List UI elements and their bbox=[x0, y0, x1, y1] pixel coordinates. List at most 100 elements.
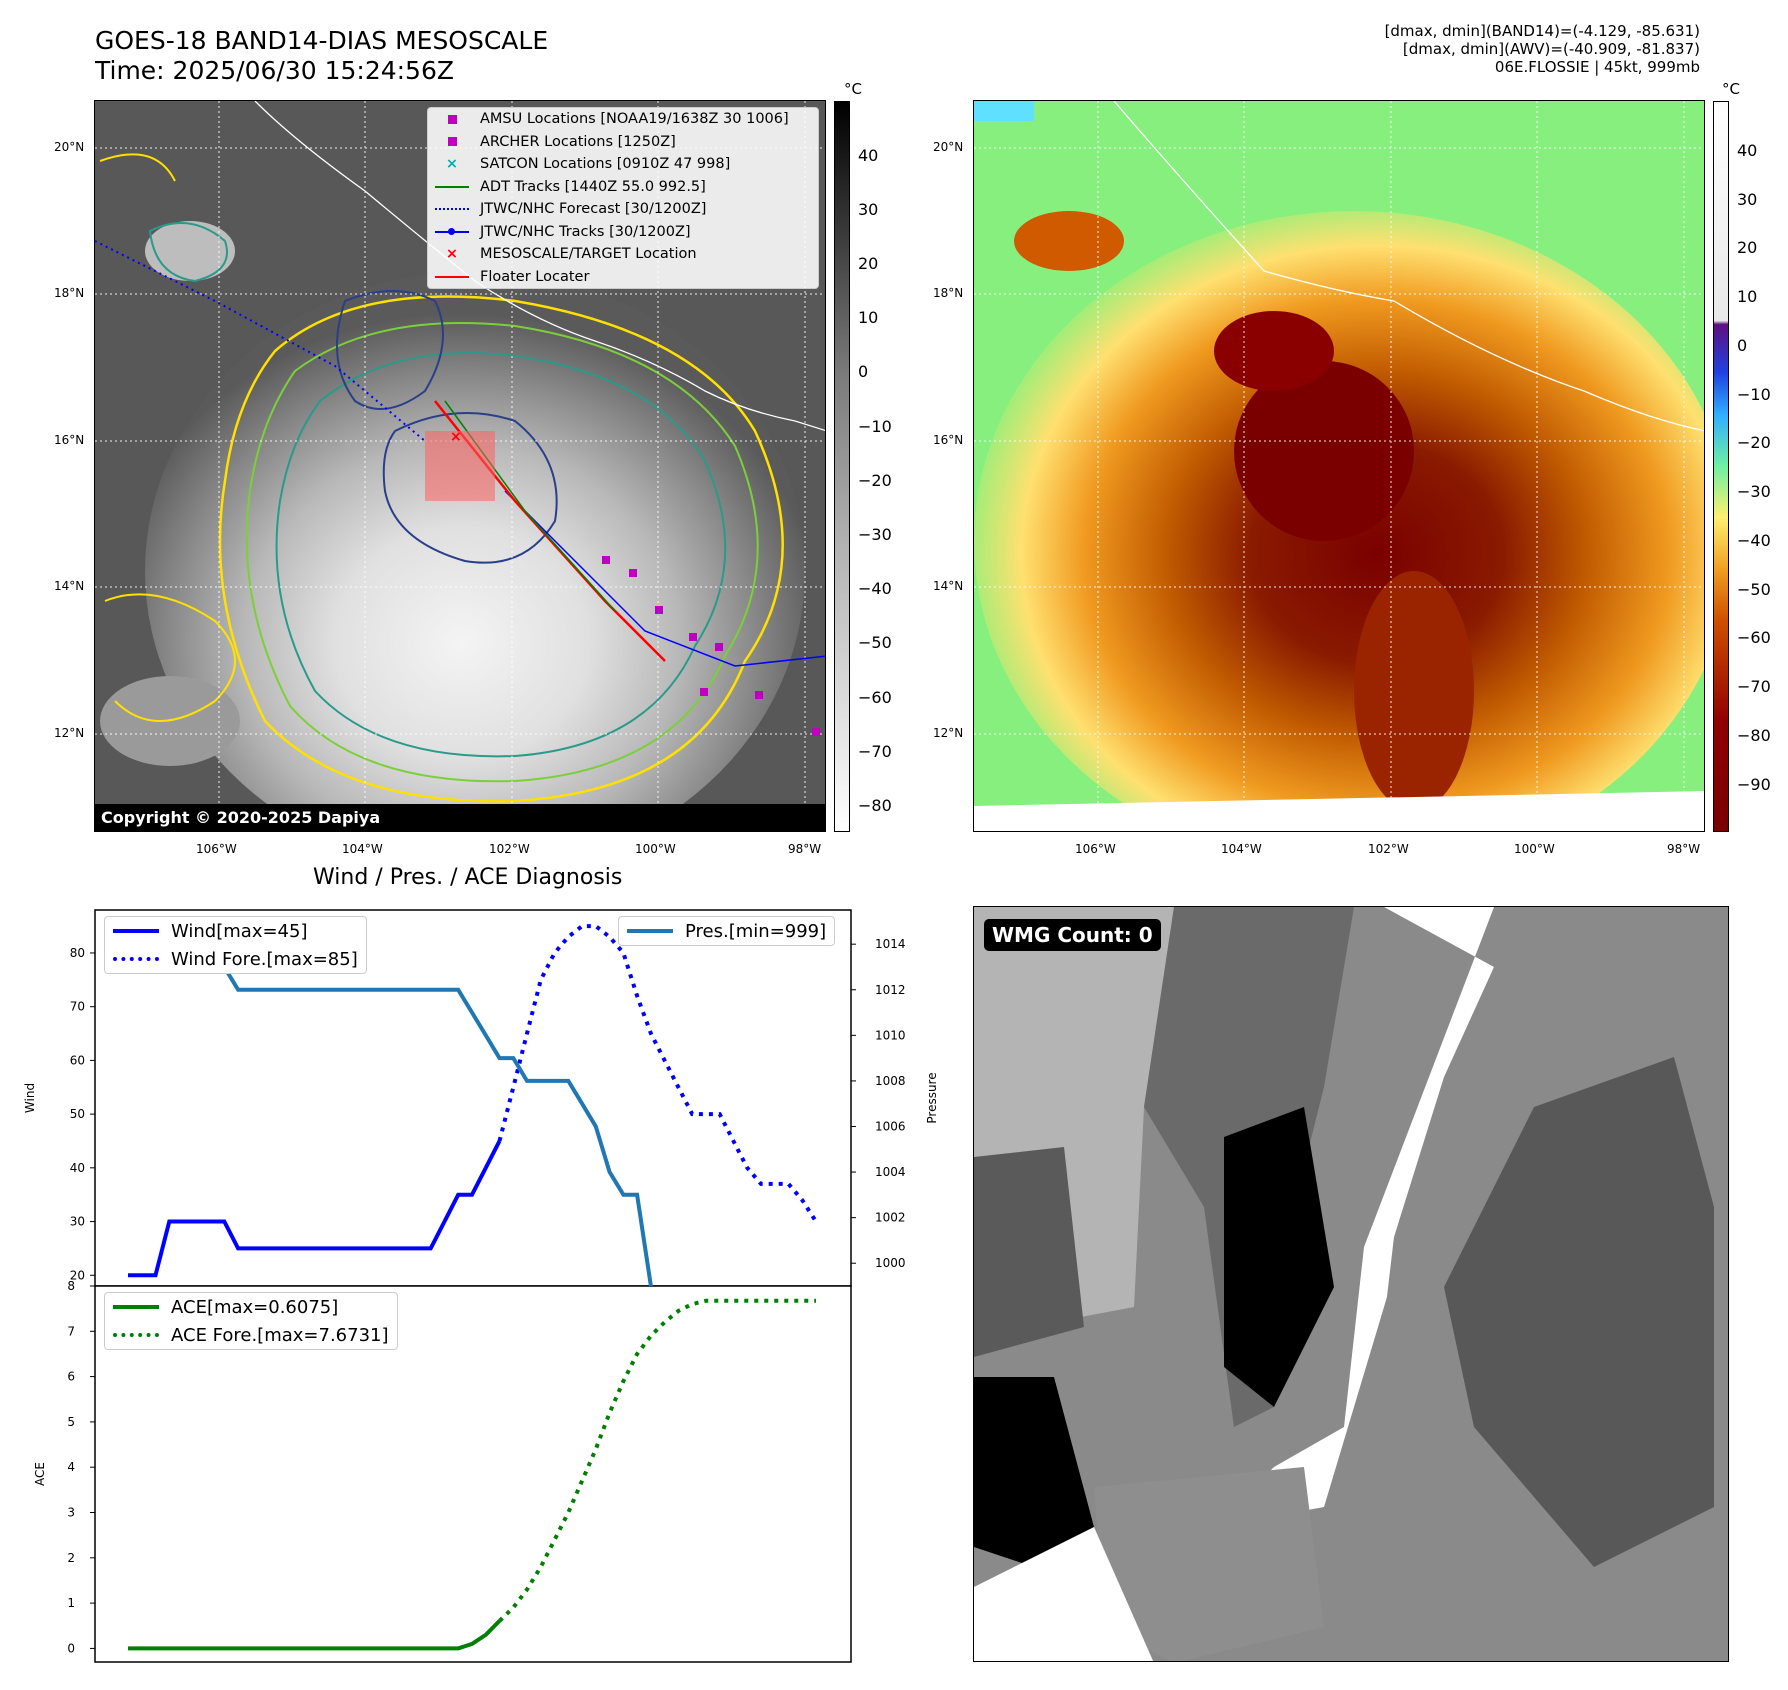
lat-label: 14°N bbox=[933, 579, 964, 593]
colorbar-tick: 40 bbox=[1737, 141, 1758, 160]
solid-line-icon bbox=[113, 1305, 159, 1309]
ace-tick-label: 5 bbox=[67, 1415, 75, 1429]
wind-y-axis: 20 30 40 50 60 70 80 bbox=[70, 946, 95, 1282]
legend-item-amsu: AMSU Locations [NOAA19/1638Z 30 1006] bbox=[428, 108, 818, 131]
pressure-legend: Pres.[min=999] bbox=[618, 916, 836, 946]
ace-tick-label: 3 bbox=[67, 1506, 75, 1520]
band14-map: × AMSU Locations [NOAA19/1638Z 30 1006] … bbox=[94, 100, 826, 832]
legend-item-tracks: JTWC/NHC Tracks [30/1200Z] bbox=[428, 221, 818, 244]
legend-item-ace: ACE[max=0.6075] bbox=[105, 1293, 397, 1321]
legend-item-ace-forecast: ACE Fore.[max=7.6731] bbox=[105, 1321, 397, 1349]
wind-tick-label: 70 bbox=[70, 1000, 85, 1014]
lat-label: 20°N bbox=[54, 140, 85, 154]
colorbar-unit: °C bbox=[1722, 80, 1740, 98]
wind-tick-label: 50 bbox=[70, 1107, 85, 1121]
stats-awv: [dmax, dmin](AWV)=(-40.909, -81.837) bbox=[1402, 40, 1700, 58]
wmg-panel: WMG Count: 0 bbox=[973, 906, 1729, 1662]
legend-item-wind-forecast: Wind Fore.[max=85] bbox=[105, 945, 366, 973]
dotted-line-icon bbox=[113, 957, 159, 961]
colorbar-tick: −40 bbox=[1737, 531, 1771, 550]
lat-label: 18°N bbox=[933, 286, 964, 300]
legend-item-wind: Wind[max=45] bbox=[105, 917, 366, 945]
solid-line-icon bbox=[627, 929, 673, 933]
square-marker-icon bbox=[434, 112, 470, 126]
lat-label: 18°N bbox=[54, 286, 85, 300]
legend-item-mesoscale: × MESOSCALE/TARGET Location bbox=[428, 243, 818, 266]
legend-item-pressure: Pres.[min=999] bbox=[619, 917, 834, 945]
square-marker-icon bbox=[434, 135, 470, 149]
pressure-tick-label: 1002 bbox=[875, 1211, 906, 1225]
ace-tick-label: 6 bbox=[67, 1370, 75, 1384]
colorbar-tick: −10 bbox=[858, 417, 892, 436]
legend-item-forecast: JTWC/NHC Forecast [30/1200Z] bbox=[428, 198, 818, 221]
colorbar-tick: −20 bbox=[1737, 433, 1771, 452]
copyright-banner: Copyright © 2020-2025 Dapiya bbox=[95, 804, 825, 831]
pressure-tick-label: 1004 bbox=[875, 1165, 906, 1179]
wind-tick-label: 40 bbox=[70, 1161, 85, 1175]
colorbar-tick: −20 bbox=[858, 471, 892, 490]
line-icon bbox=[434, 270, 470, 284]
ace-legend: ACE[max=0.6075] ACE Fore.[max=7.6731] bbox=[104, 1292, 398, 1350]
title-line-2: Time: 2025/06/30 15:24:56Z bbox=[95, 56, 454, 85]
wmg-image bbox=[974, 907, 1728, 1661]
colorbar-tick: −80 bbox=[858, 796, 892, 815]
legend-item-floater: Floater Locater bbox=[428, 266, 818, 289]
lon-label: 102°W bbox=[1368, 842, 1409, 856]
lat-label: 16°N bbox=[933, 433, 964, 447]
wind-forecast-line bbox=[497, 924, 818, 1223]
lon-label: 104°W bbox=[1221, 842, 1262, 856]
colorbar-tick: 10 bbox=[858, 308, 879, 327]
wind-tick-label: 60 bbox=[70, 1053, 85, 1067]
lat-label: 12°N bbox=[933, 726, 964, 740]
pressure-tick-label: 1010 bbox=[875, 1028, 906, 1042]
colorbar-tick: 0 bbox=[858, 362, 869, 381]
dotted-line-icon bbox=[434, 202, 470, 216]
colorbar-tick: −30 bbox=[858, 525, 892, 544]
colorbar-tick: 30 bbox=[1737, 190, 1758, 209]
ace-tick-label: 0 bbox=[67, 1641, 75, 1655]
awv-image bbox=[974, 101, 1704, 831]
wind-tick-label: 20 bbox=[70, 1268, 85, 1282]
colorbar-tick: 20 bbox=[1737, 238, 1758, 257]
colorbar-tick: −70 bbox=[858, 742, 892, 761]
colorbar-tick: −60 bbox=[858, 688, 892, 707]
x-marker-icon: × bbox=[445, 246, 459, 263]
colorbar-unit: °C bbox=[844, 80, 862, 98]
lat-label: 14°N bbox=[54, 579, 85, 593]
colorbar-tick: −50 bbox=[858, 633, 892, 652]
lat-label: 20°N bbox=[933, 140, 964, 154]
colorbar-tick: −70 bbox=[1737, 677, 1771, 696]
colorbar-tick: −40 bbox=[858, 579, 892, 598]
wind-legend: Wind[max=45] Wind Fore.[max=85] bbox=[104, 916, 367, 974]
stats-block: [dmax, dmin](BAND14)=(-4.129, -85.631) [… bbox=[1385, 22, 1700, 76]
wind-axis-label: Wind bbox=[23, 1083, 37, 1113]
lon-label: 106°W bbox=[1075, 842, 1116, 856]
map-legend: AMSU Locations [NOAA19/1638Z 30 1006] AR… bbox=[427, 107, 819, 289]
ace-tick-label: 1 bbox=[67, 1596, 75, 1610]
x-marker-icon: × bbox=[445, 156, 459, 173]
line-dot-icon bbox=[434, 225, 470, 239]
legend-item-archer: ARCHER Locations [1250Z] bbox=[428, 131, 818, 154]
pressure-tick-label: 1006 bbox=[875, 1119, 906, 1133]
stats-band14: [dmax, dmin](BAND14)=(-4.129, -85.631) bbox=[1384, 22, 1700, 40]
ace-tick-label: 4 bbox=[67, 1460, 75, 1474]
colorbar-tick: −50 bbox=[1737, 580, 1771, 599]
solid-line-icon bbox=[113, 929, 159, 933]
lat-label: 12°N bbox=[54, 726, 85, 740]
pressure-tick-label: 1000 bbox=[875, 1256, 906, 1270]
lon-label: 106°W bbox=[196, 842, 237, 856]
title-line-1: GOES-18 BAND14-DIAS MESOSCALE bbox=[95, 26, 549, 55]
pressure-tick-label: 1014 bbox=[875, 937, 906, 951]
figure-title: GOES-18 BAND14-DIAS MESOSCALE Time: 2025… bbox=[95, 26, 548, 86]
legend-item-satcon: × SATCON Locations [0910Z 47 998] bbox=[428, 153, 818, 176]
colorbar-tick: 10 bbox=[1737, 287, 1758, 306]
lon-label: 102°W bbox=[489, 842, 530, 856]
ace-tick-label: 7 bbox=[67, 1324, 75, 1338]
colorbar-tick: −90 bbox=[1737, 775, 1771, 794]
wind-line bbox=[128, 1140, 502, 1278]
ace-forecast-line bbox=[498, 1298, 816, 1623]
lon-label: 100°W bbox=[1514, 842, 1555, 856]
colorbar-tick: 30 bbox=[858, 200, 879, 219]
lon-label: 98°W bbox=[1667, 842, 1701, 856]
